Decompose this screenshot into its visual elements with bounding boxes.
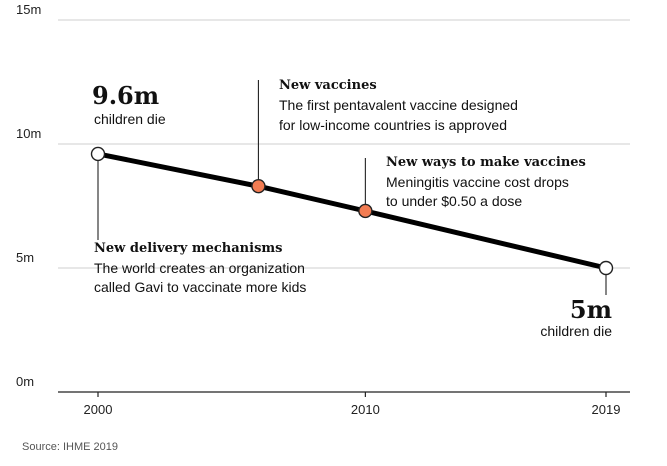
gridlines [58,19,630,393]
hollow-point-marker [90,146,106,162]
annotation-delivery-title: New delivery mechanisms [94,241,282,256]
highlight-point-marker [251,178,266,194]
annotation-ways-title: New ways to make vaccines [386,155,586,170]
start-caption-label: children die [94,111,166,127]
annotation-vaccines-line-1: The first pentavalent vaccine designed [279,97,518,113]
end-value-label: 5m [570,295,612,324]
y-tick-label: 15m [16,2,41,17]
hollow-point-marker [598,260,614,276]
start-value-label: 9.6m [92,81,159,110]
annotation-delivery-line-2: called Gavi to vaccinate more kids [94,279,306,295]
x-tick-label: 2000 [84,402,113,417]
highlight-point-marker [358,203,373,219]
y-tick-label: 10m [16,126,41,141]
annotation-delivery-line-1: The world creates an organization [94,260,305,276]
highlighted-points [90,146,614,276]
end-caption-label: children die [540,323,612,339]
x-axis: 2000 2010 2019 [84,392,621,417]
x-tick-label: 2019 [592,402,621,417]
series-line [95,151,609,271]
series-layer [95,151,609,271]
annotation-ways-line-1: Meningitis vaccine cost drops [386,174,569,190]
annotation-vaccines-line-2: for low-income countries is approved [279,117,507,133]
annotation-ways-line-2: to under $0.50 a dose [386,193,522,209]
y-axis-tick-labels: 0m 5m 10m 15m [16,2,41,389]
x-tick-label: 2010 [351,402,380,417]
source-note: Source: IHME 2019 [22,441,118,453]
annotation-vaccines-title: New vaccines [279,78,377,93]
y-tick-label: 5m [16,250,34,265]
y-tick-label: 0m [16,374,34,389]
